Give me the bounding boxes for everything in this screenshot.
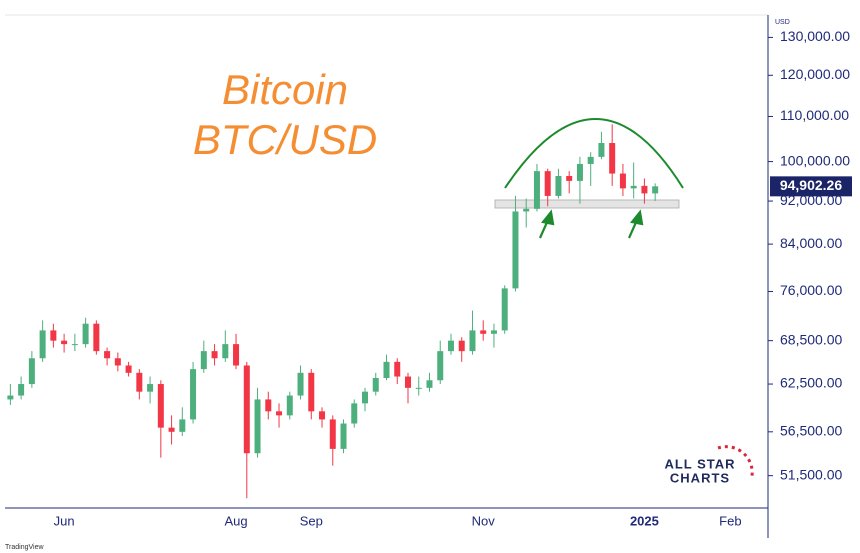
candle-body [533, 171, 540, 209]
currency-label: USD [775, 19, 790, 26]
candle-body [630, 185, 637, 189]
candle-body [555, 175, 562, 196]
candle-body [523, 208, 530, 212]
candle-body [200, 351, 207, 370]
candle-body [254, 399, 261, 454]
candle-body [243, 365, 250, 454]
candle-body [39, 330, 46, 359]
candle-body [426, 380, 433, 388]
y-tick-label: 62,500.00 [780, 375, 842, 391]
candle-body [136, 372, 143, 392]
candle-body [190, 369, 197, 420]
candle-body [286, 395, 293, 416]
y-tick-label: 56,500.00 [780, 423, 842, 439]
candle-body [490, 330, 497, 334]
candle-body [340, 423, 347, 449]
candle-body [383, 361, 390, 379]
candle-body [93, 323, 100, 352]
candle-body [168, 427, 175, 432]
candle-body [619, 173, 626, 189]
candle-body [82, 323, 89, 345]
candle-body [566, 175, 573, 181]
candle-body [104, 351, 111, 359]
arrows [538, 209, 644, 239]
candle-body [157, 384, 164, 428]
x-tick-label: Feb [719, 513, 741, 528]
candle-body [544, 171, 551, 196]
y-tick-label: 51,500.00 [780, 466, 842, 482]
candle-body [469, 330, 476, 352]
candle-body [609, 143, 616, 174]
candle-body [362, 391, 369, 404]
y-tick-label: 76,000.00 [780, 282, 842, 298]
x-tick-label: 2025 [630, 513, 659, 528]
candle-body [61, 340, 68, 345]
candle-body [437, 351, 444, 381]
arrow-head [541, 209, 555, 226]
candle-body [329, 419, 336, 449]
candle-body [404, 376, 411, 388]
y-tick-label: 120,000.00 [780, 66, 850, 82]
candle-body [598, 143, 605, 157]
candle-body [587, 156, 594, 164]
candle-body [28, 358, 35, 385]
chart-subtitle: BTC/USD [193, 116, 377, 163]
x-tick-label: Aug [224, 513, 247, 528]
candle-body [501, 288, 508, 331]
candle-body [233, 344, 240, 366]
y-tick-label: 100,000.00 [780, 152, 850, 168]
candle-body [415, 387, 422, 389]
candle-body [297, 372, 304, 396]
candle-body [394, 361, 401, 377]
candle-body [222, 344, 229, 359]
last-price-label: 94,902.26 [780, 177, 842, 193]
candle-body [265, 399, 272, 412]
logo-line: ALL STAR [664, 456, 735, 471]
candle-body [576, 163, 583, 181]
support-zone [494, 199, 680, 209]
y-tick-label: 130,000.00 [780, 28, 850, 44]
chart-title: Bitcoin [222, 66, 348, 113]
last-price-box [770, 176, 852, 197]
y-tick-label: 84,000.00 [780, 235, 842, 251]
logo: ALL STAR CHARTS [664, 445, 754, 485]
candle-body [308, 372, 315, 412]
x-tick-label: Jun [54, 513, 75, 528]
candle-body [211, 351, 218, 359]
arrow-head [630, 209, 644, 226]
candle-body [50, 330, 57, 341]
candle-body [480, 330, 487, 334]
candle-body [458, 340, 465, 352]
candle-body [641, 185, 648, 194]
candle-body [125, 365, 132, 373]
x-tick-label: Nov [472, 513, 496, 528]
candle-body [114, 358, 121, 366]
candle-body [372, 378, 379, 392]
rounded-top-arc [504, 118, 684, 189]
candle-body [18, 384, 25, 396]
candle-body [319, 411, 326, 420]
y-tick-label: 110,000.00 [780, 107, 849, 123]
candle-body [447, 340, 454, 352]
candle-body [7, 395, 14, 400]
footer: TradingView [5, 544, 44, 551]
candle-body [512, 211, 519, 289]
candle-body [179, 419, 186, 432]
y-tick-label: 68,500.00 [780, 331, 842, 347]
candle-body [71, 344, 78, 346]
candle-body [276, 411, 283, 416]
logo-line: CHARTS [670, 470, 730, 485]
candle-body [652, 186, 659, 194]
candle-body [147, 384, 154, 392]
x-tick-label: Sep [300, 513, 323, 528]
candle-body [351, 403, 358, 424]
